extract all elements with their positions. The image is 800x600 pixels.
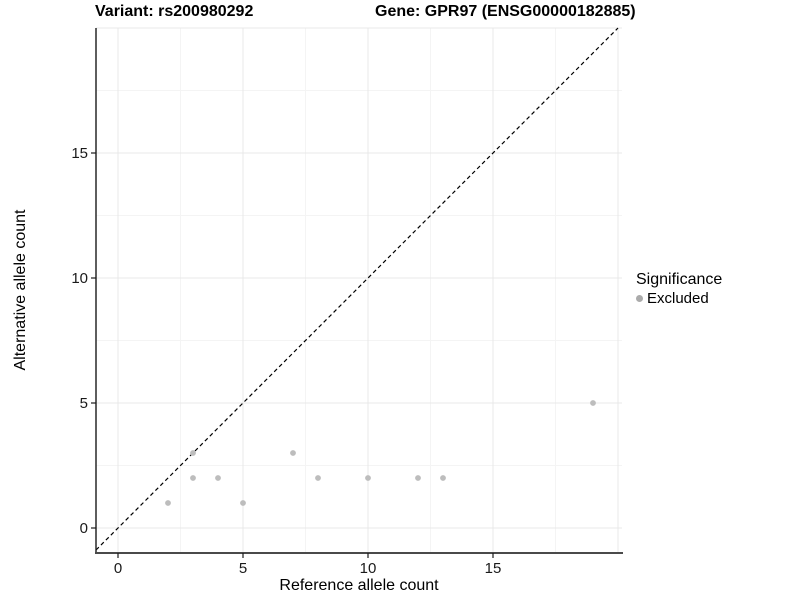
data-point bbox=[290, 450, 296, 456]
y-tick-label: 15 bbox=[71, 145, 88, 162]
variant-title: Variant: rs200980292 bbox=[95, 3, 254, 20]
legend-key-dot-icon bbox=[636, 295, 643, 302]
x-tick-label: 15 bbox=[485, 560, 502, 577]
data-point bbox=[415, 475, 421, 481]
data-point bbox=[315, 475, 321, 481]
x-axis-title: Reference allele count bbox=[279, 577, 439, 594]
y-tick-label: 5 bbox=[80, 395, 88, 412]
x-tick-label: 10 bbox=[360, 560, 377, 577]
data-point bbox=[215, 475, 221, 481]
y-axis-title: Alternative allele count bbox=[12, 209, 29, 371]
identity-dashed-line bbox=[95, 27, 619, 551]
gene-title: Gene: GPR97 (ENSG00000182885) bbox=[375, 3, 636, 20]
legend-title: Significance bbox=[636, 271, 723, 288]
data-point bbox=[190, 450, 196, 456]
data-point bbox=[240, 500, 246, 506]
x-tick-label: 0 bbox=[114, 560, 122, 577]
data-point bbox=[440, 475, 446, 481]
data-point bbox=[165, 500, 171, 506]
legend-item-label: Excluded bbox=[647, 290, 709, 307]
y-tick-label: 0 bbox=[80, 520, 88, 537]
legend: Significance Excluded bbox=[636, 271, 722, 307]
data-point bbox=[590, 400, 596, 406]
y-tick-label: 10 bbox=[71, 270, 88, 287]
data-point bbox=[190, 475, 196, 481]
data-point bbox=[365, 475, 371, 481]
legend-item: Excluded bbox=[636, 290, 722, 307]
x-tick-label: 5 bbox=[239, 560, 247, 577]
